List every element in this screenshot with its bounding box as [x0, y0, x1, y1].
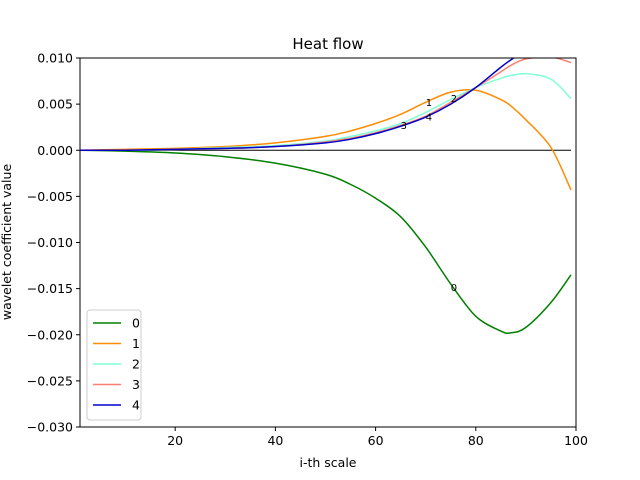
- y-tick-label: −0.030: [27, 420, 73, 435]
- legend-box: [86, 309, 142, 421]
- x-tick-label: 20: [167, 433, 183, 448]
- legend: 0 1 2 3 4: [86, 309, 142, 421]
- x-tick-label: 80: [468, 433, 484, 448]
- series-label-1: 1: [426, 98, 432, 109]
- series-label-4: 4: [426, 113, 432, 124]
- y-tick-label: −0.010: [27, 235, 73, 250]
- y-tick-label: −0.015: [27, 281, 73, 296]
- legend-label-0: 0: [132, 316, 140, 331]
- x-axis: 20 40 60 80 100: [167, 427, 588, 448]
- plot-area: 0 1 2 3 4: [80, 58, 572, 335]
- y-tick-label: −0.020: [27, 327, 73, 342]
- x-tick-label: 100: [564, 433, 588, 448]
- x-axis-label: i-th scale: [300, 455, 357, 470]
- legend-label-1: 1: [132, 336, 140, 351]
- series-line-4: [80, 58, 516, 152]
- y-tick-label: 0.005: [37, 97, 73, 112]
- y-axis-label: wavelet coefficient value: [0, 164, 14, 321]
- y-axis: −0.030 −0.025 −0.020 −0.015 −0.010 −0.005 0.00…: [27, 51, 80, 435]
- y-tick-label: 0.000: [37, 143, 73, 158]
- y-tick-label: −0.025: [27, 373, 73, 388]
- legend-label-3: 3: [132, 377, 140, 392]
- x-tick-label: 40: [267, 433, 283, 448]
- y-tick-label: −0.005: [27, 189, 73, 204]
- x-tick-label: 60: [368, 433, 384, 448]
- legend-label-2: 2: [132, 357, 140, 372]
- series-label-2: 2: [451, 94, 457, 105]
- series-label-3: 3: [401, 121, 407, 132]
- series-label-0: 0: [451, 283, 457, 294]
- y-tick-label: 0.010: [37, 51, 73, 66]
- series-line-1: [80, 89, 572, 191]
- series-line-0: [80, 149, 572, 335]
- chart-title: Heat flow: [292, 35, 363, 53]
- legend-label-4: 4: [132, 398, 140, 413]
